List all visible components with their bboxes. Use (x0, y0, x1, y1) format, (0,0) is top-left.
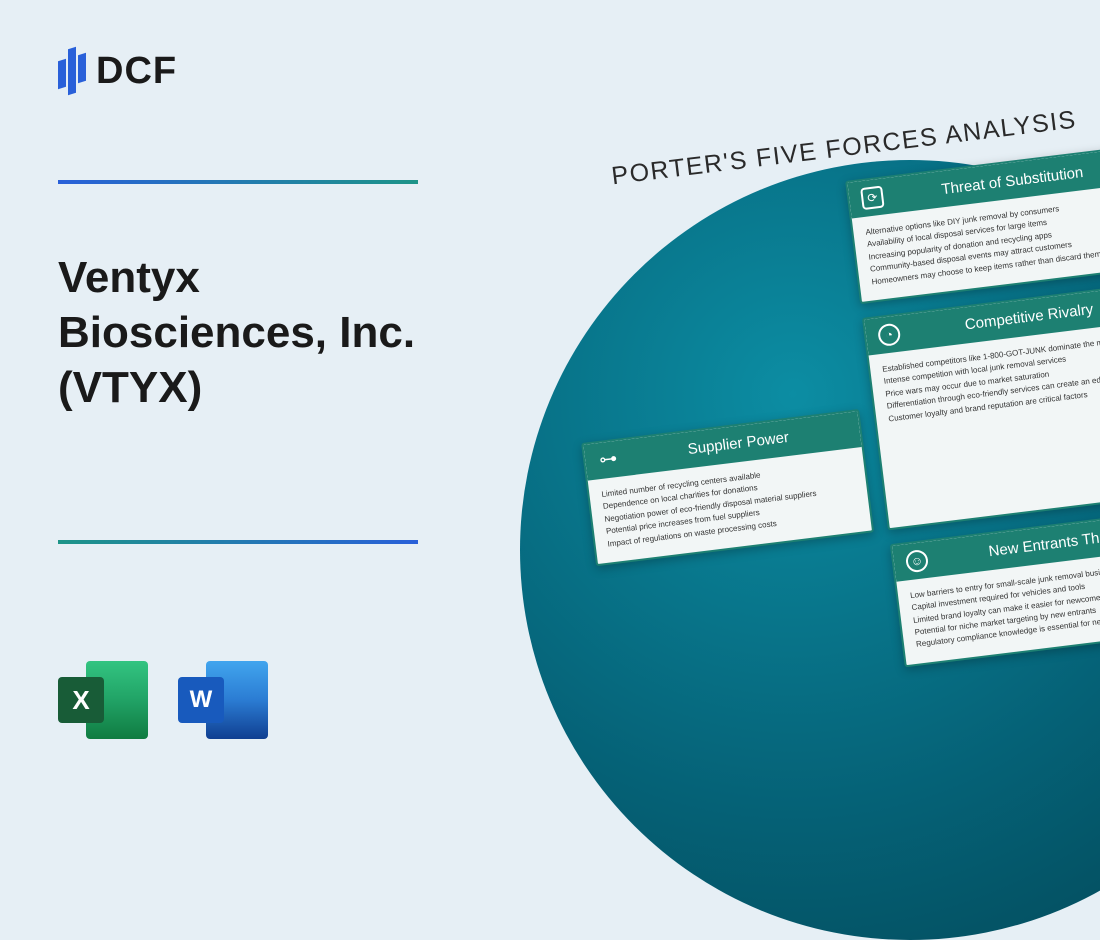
card-new-entrants: ☺ New Entrants Threat Low barriers to en… (890, 508, 1100, 668)
card-supplier-power: ⊶ Supplier Power Limited number of recyc… (581, 409, 874, 566)
excel-letter: X (58, 677, 104, 723)
file-icons-row: X W (58, 655, 268, 745)
card-threat-substitution: ⟳ Threat of Substitution Alternative opt… (845, 144, 1100, 304)
card-competitive-rivalry: ◔ Competitive Rivalry Established compet… (862, 281, 1100, 530)
pie-icon: ◔ (877, 322, 902, 347)
divider-top (58, 180, 418, 184)
analysis-panel: PORTER'S FIVE FORCES ANALYSIS ⟳ Threat o… (525, 95, 1100, 706)
excel-icon: X (58, 655, 148, 745)
refresh-icon: ⟳ (860, 186, 885, 211)
person-icon: ☺ (905, 549, 930, 574)
logo-bars-icon (58, 48, 86, 94)
word-icon: W (178, 655, 268, 745)
key-icon: ⊶ (596, 448, 621, 473)
company-title: Ventyx Biosciences, Inc. (VTYX) (58, 250, 478, 415)
logo-text: DCF (96, 50, 177, 93)
logo: DCF (58, 48, 177, 94)
word-letter: W (178, 677, 224, 723)
cards-grid: ⟳ Threat of Substitution Alternative opt… (530, 142, 1100, 706)
divider-bottom (58, 540, 418, 544)
